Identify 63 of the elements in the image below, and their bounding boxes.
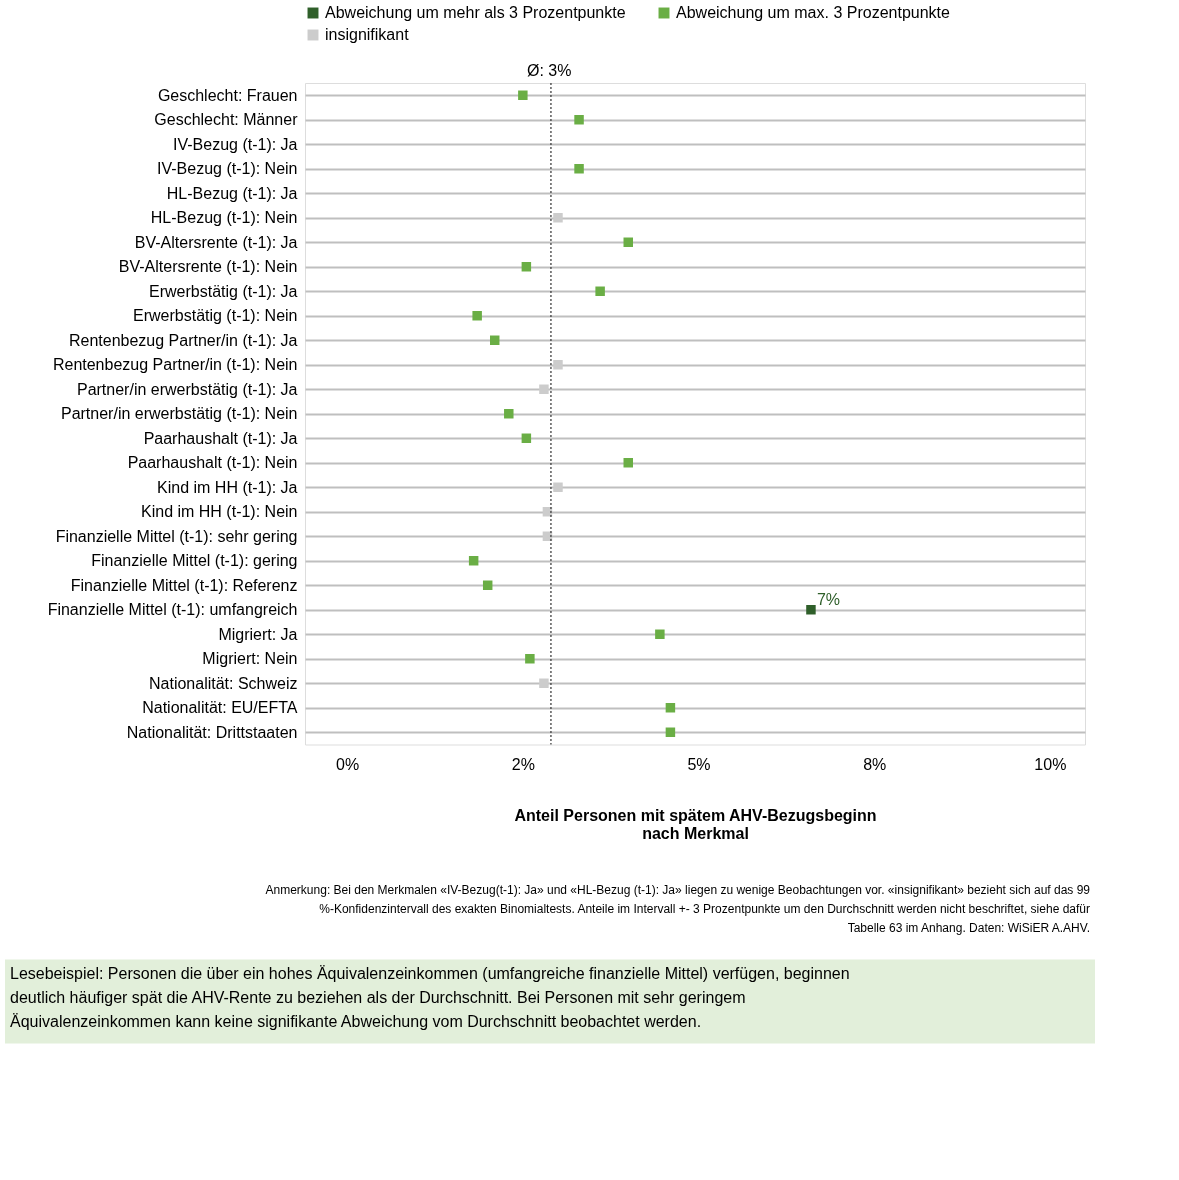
y-tick-label: IV-Bezug (t-1): Ja: [173, 135, 298, 153]
y-tick-label: IV-Bezug (t-1): Nein: [157, 160, 298, 178]
text: Lesebeispiel: Personen die über ein hohes Äquivalenzeinkommen (umfangreiche finanzielle Mittel) verfügen, beginnen deutlich häufiger spät die AHV-Rente zu beziehen als der Durchschnitt. Bei Personen mit sehr geringem Äquivalenzeinkommen kann keine signifikante Abweichung vom Durchschnitt beobachtet werden.: [10, 964, 850, 1030]
y-tick-label: Finanzielle Mittel (t-1): gering: [91, 552, 298, 570]
x-tick-label: 10%: [1034, 756, 1067, 773]
point: [521, 433, 532, 443]
point: [472, 311, 482, 321]
text: Anmerkung: Bei den Merkmalen «IV-Bezug(t-1): Ja» und «HL-Bezug (t-1): Ja» liegen zu wenige Beobachtungen vor. «insignifikant» bezieht sich auf das 99 %-Konfidenzintervall des exakten Binomialtests. Anteile im Intervall +- 3 Prozentpunkte um den Durchschnitt werden nicht beschriftet, siehe dafür Tabelle 63 im Anhang. Daten: WiSiER A.AHV.: [265, 882, 1091, 935]
y-tick-label: BV-Altersrente (t-1): Ja: [134, 233, 298, 251]
point: [623, 237, 633, 247]
legend-label: Abweichung um max. 3 Prozentpunkte: [676, 4, 951, 21]
point: [553, 482, 563, 492]
legend-label: insignifikant: [325, 26, 410, 43]
y-tick-label: Nationalität: EU/EFTA: [142, 699, 298, 717]
y-tick-label: Geschlecht: Frauen: [157, 86, 298, 104]
y-tick-label: Paarhaushalt (t-1): Nein: [127, 454, 298, 472]
point: [525, 654, 535, 664]
y-tick-label: Erwerbstätig (t-1): Ja: [149, 282, 298, 300]
point: [553, 213, 563, 223]
data-label: 7%: [816, 590, 841, 608]
y-tick-label: Kind im HH (t-1): Nein: [141, 503, 298, 521]
point: [539, 678, 549, 688]
point: [574, 164, 584, 174]
point: [665, 727, 676, 737]
ref-line-label: Ø: 3%: [526, 62, 572, 79]
y-tick-label: Nationalität: Schweiz: [148, 674, 298, 692]
point: [482, 580, 493, 590]
x-tick-label: 2%: [511, 756, 535, 773]
y-tick-label: Kind im HH (t-1): Ja: [157, 478, 298, 496]
y-tick-label: Finanzielle Mittel (t-1): umfangreich: [47, 601, 298, 619]
point: [521, 262, 532, 272]
point: [468, 556, 479, 566]
x-tick-label: 0%: [336, 756, 360, 773]
point: [574, 115, 584, 125]
y-tick-label: Migriert: Nein: [202, 650, 298, 668]
point: [623, 458, 633, 468]
y-tick-label: Erwerbstätig (t-1): Nein: [133, 307, 298, 325]
point: [665, 703, 676, 713]
y-tick-label: Finanzielle Mittel (t-1): sehr gering: [55, 527, 298, 545]
y-tick-label: Nationalität: Drittstaaten: [126, 723, 298, 741]
y-tick-label: Partner/in erwerbstätig (t-1): Ja: [76, 380, 298, 398]
point: [489, 335, 500, 345]
point: [518, 90, 528, 100]
y-tick-label: Rentenbezug Partner/in (t-1): Ja: [68, 331, 298, 349]
x-tick-label: 8%: [863, 756, 887, 773]
legend-label: Abweichung um mehr als 3 Prozentpunkte: [325, 4, 626, 21]
x-tick-label: 5%: [687, 756, 711, 773]
y-tick-label: HL-Bezug (t-1): Nein: [150, 209, 298, 227]
y-tick-label: Paarhaushalt (t-1): Ja: [143, 429, 298, 447]
y-tick-label: Geschlecht: Männer: [154, 111, 299, 129]
y-tick-label: Migriert: Ja: [218, 625, 298, 643]
point: [553, 360, 563, 370]
point: [504, 409, 514, 419]
y-tick-label: Finanzielle Mittel (t-1): Referenz: [70, 576, 298, 594]
point: [655, 629, 665, 639]
y-tick-label: BV-Altersrente (t-1): Nein: [118, 258, 298, 276]
x-axis-title: Anteil Personen mit spätem AHV-Bezugsbeginn nach Merkmal: [514, 807, 877, 842]
y-tick-label: Partner/in erwerbstätig (t-1): Nein: [60, 405, 298, 423]
point: [595, 286, 605, 296]
y-tick-label: HL-Bezug (t-1): Ja: [166, 184, 298, 202]
y-tick-label: Rentenbezug Partner/in (t-1): Nein: [52, 356, 298, 374]
point: [806, 605, 816, 615]
point: [539, 384, 549, 394]
